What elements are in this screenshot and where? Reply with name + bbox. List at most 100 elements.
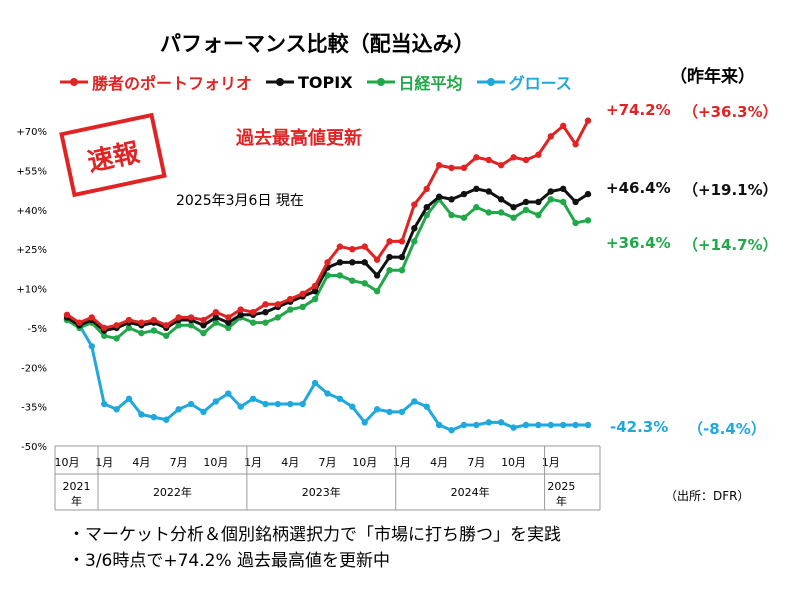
data-point-topix [361, 259, 368, 266]
data-point-portfolio [262, 301, 269, 308]
x-tick-label: 7月 [170, 456, 188, 469]
data-point-nikkei [522, 206, 530, 214]
data-point-nikkei [411, 238, 418, 245]
data-point-topix [547, 188, 554, 195]
data-point-growth [101, 400, 108, 408]
data-point-growth [212, 398, 220, 405]
source-note: （出所：DFR） [665, 489, 750, 503]
data-point-growth [398, 408, 406, 416]
data-point-portfolio [522, 156, 530, 164]
legend-marker-growth [476, 78, 505, 86]
data-point-nikkei [485, 209, 492, 216]
legend-label-topix: TOPIX [298, 72, 353, 92]
data-point-portfolio [324, 259, 331, 266]
data-point-nikkei [361, 280, 368, 287]
end-label-growth: -42.3% [610, 418, 669, 436]
data-point-portfolio [274, 301, 282, 308]
data-point-portfolio [287, 295, 294, 303]
data-point-nikkei [349, 277, 356, 284]
x-tick-label: 4月 [281, 456, 299, 469]
data-point-portfolio [101, 324, 108, 332]
data-point-growth [150, 413, 158, 421]
year-suffix: 年 [71, 494, 82, 508]
end-label-portfolio: +74.2% [606, 101, 671, 119]
data-point-nikkei [249, 319, 257, 326]
data-point-topix [311, 287, 319, 295]
data-point-growth [187, 400, 195, 408]
data-point-growth [237, 403, 244, 410]
data-point-growth [163, 416, 170, 423]
data-point-topix [435, 193, 443, 200]
data-point-growth [311, 379, 319, 387]
data-point-portfolio [535, 151, 542, 158]
data-point-growth [361, 419, 368, 426]
data-point-growth [423, 403, 430, 410]
data-point-growth [349, 403, 356, 410]
ytd-header: （昨年来） [670, 67, 755, 87]
data-point-growth [175, 406, 182, 413]
data-point-topix [212, 314, 220, 321]
data-point-portfolio [411, 201, 418, 208]
legend: 勝者のポートフォリオ TOPIX 日経平均 グロース [60, 70, 572, 94]
y-tick-label: -20% [21, 363, 47, 374]
bullet-item: ・3/6時点で+74.2% 過去最高値を更新中 [68, 551, 391, 571]
x-tick-label: 1月 [244, 456, 262, 469]
data-point-growth [485, 419, 492, 426]
data-point-portfolio [460, 164, 468, 172]
legend-label-portfolio: 勝者のポートフォリオ [92, 74, 253, 93]
data-point-nikkei [200, 329, 207, 337]
data-point-nikkei [187, 322, 195, 329]
data-point-growth [448, 427, 455, 434]
data-point-growth [299, 400, 306, 408]
data-point-growth [274, 400, 282, 408]
data-point-nikkei [584, 217, 592, 224]
data-point-growth [584, 421, 592, 429]
data-point-topix [423, 204, 430, 211]
data-point-growth [460, 421, 468, 429]
ytd-label-topix: （+19.1%） [683, 181, 778, 199]
data-point-nikkei [101, 332, 108, 339]
chart-title: パフォーマンス比較（配当込み） [160, 32, 475, 56]
data-point-nikkei [423, 211, 430, 219]
data-point-nikkei [386, 266, 393, 274]
data-point-nikkei [473, 204, 480, 211]
y-tick-label: -35% [21, 403, 47, 414]
data-point-growth [373, 406, 381, 413]
data-point-nikkei [510, 214, 517, 221]
x-tick-label: 4月 [430, 456, 448, 469]
as-of-date: 2025年3月6日 現在 [176, 193, 304, 209]
legend-label-growth: グロース [508, 74, 572, 93]
x-tick-label: 7月 [467, 456, 485, 469]
data-point-portfolio [163, 322, 170, 329]
data-point-nikkei [150, 327, 158, 334]
y-tick-label: +55% [16, 166, 47, 177]
data-point-portfolio [448, 164, 455, 172]
year-group-label: 2024年 [451, 485, 490, 499]
data-point-portfolio [559, 122, 567, 130]
data-point-portfolio [237, 306, 244, 313]
x-tick-label: 10月 [352, 456, 377, 469]
data-point-nikkei [398, 266, 406, 274]
y-tick-label: -50% [21, 442, 47, 453]
data-point-topix [398, 253, 406, 261]
data-point-topix [373, 272, 381, 279]
series-line-growth [66, 318, 588, 432]
data-point-topix [225, 319, 232, 326]
data-point-portfolio [63, 311, 71, 318]
data-point-portfolio [485, 156, 492, 164]
data-point-portfolio [249, 308, 257, 316]
data-point-nikkei [274, 314, 282, 321]
data-point-portfolio [88, 314, 96, 321]
legend-item-topix: TOPIX [266, 73, 353, 92]
data-point-growth [287, 400, 294, 408]
data-point-portfolio [200, 316, 207, 324]
data-point-portfolio [547, 133, 554, 140]
data-point-nikkei [311, 295, 319, 303]
data-point-portfolio [510, 154, 517, 161]
data-point-portfolio [572, 141, 579, 148]
end-label-topix: +46.4% [606, 179, 671, 197]
data-point-nikkei [448, 211, 455, 219]
legend-marker-nikkei [366, 78, 395, 86]
x-tick-label: 1月 [393, 456, 411, 469]
